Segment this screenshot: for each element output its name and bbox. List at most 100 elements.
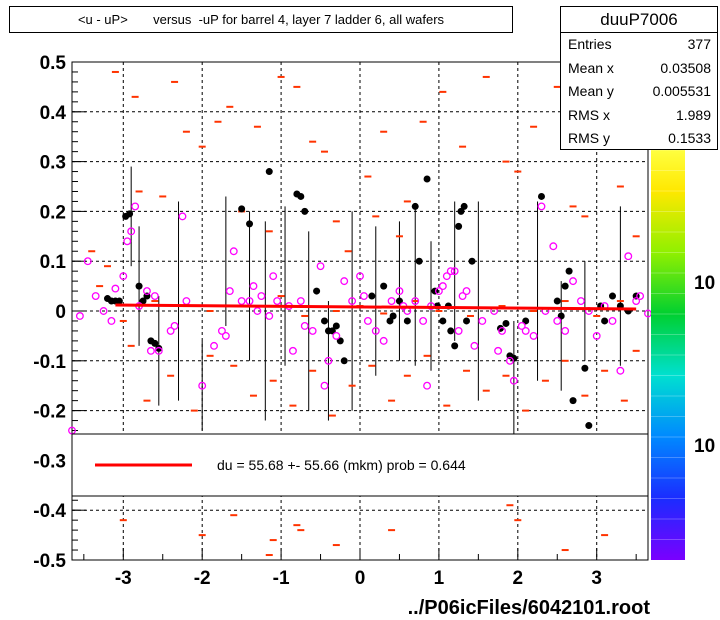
magenta-point: [75, 312, 84, 320]
y-tick-label: 0.4: [40, 103, 67, 124]
stats-row: RMS y 0.1533: [561, 127, 717, 151]
magenta-point: [569, 277, 577, 286]
black-point: [265, 168, 273, 176]
magenta-point: [419, 317, 428, 325]
y-tick-label: -0.2: [33, 402, 66, 423]
stats-row: RMS x 1.989: [561, 104, 717, 128]
black-point: [126, 210, 134, 218]
magenta-point: [225, 287, 234, 296]
stats-row: Mean y 0.005531: [561, 80, 717, 104]
magenta-point: [221, 331, 230, 340]
magenta-point: [119, 272, 128, 281]
black-point: [502, 319, 510, 327]
magenta-point: [131, 202, 140, 211]
y-tick-label: 0: [55, 302, 66, 323]
black-point: [135, 282, 143, 290]
black-point: [581, 364, 589, 372]
black-point: [460, 202, 468, 210]
magenta-point: [371, 326, 380, 335]
footer-filename: ../P06icFiles/6042101.root: [407, 597, 650, 619]
magenta-point: [340, 277, 349, 286]
y-tick-label: 0.2: [40, 202, 66, 223]
magenta-point: [434, 287, 443, 296]
stat-label: RMS x: [568, 106, 610, 123]
magenta-point: [178, 212, 187, 221]
magenta-point: [505, 356, 514, 365]
magenta-point: [288, 346, 297, 355]
magenta-point: [470, 341, 479, 350]
magenta-point: [99, 307, 108, 315]
stats-row: Mean x 0.03508: [561, 57, 717, 81]
black-point: [389, 312, 397, 320]
stats-box: duuP7006 Entries 377 Mean x 0.03508 Mean…: [560, 6, 718, 150]
magenta-point: [632, 297, 641, 305]
black-point: [246, 220, 254, 228]
magenta-point: [237, 297, 246, 305]
stat-value: 0.005531: [652, 83, 711, 99]
magenta-point: [257, 292, 266, 301]
black-point: [457, 207, 465, 215]
magenta-point: [494, 346, 503, 355]
magenta-point: [127, 227, 136, 236]
magenta-point: [300, 321, 309, 330]
black-point: [380, 282, 388, 290]
magenta-point: [143, 287, 151, 296]
black-point: [537, 192, 545, 200]
magenta-point: [359, 292, 368, 301]
magenta-point: [146, 346, 155, 355]
black-point: [320, 317, 328, 325]
magenta-point: [217, 326, 226, 335]
stat-value: 1.989: [675, 106, 711, 123]
black-point: [565, 267, 573, 275]
data-marks: [68, 70, 652, 557]
y-tick-label: -0.5: [33, 551, 66, 572]
x-tick-label: 2: [513, 568, 524, 589]
magenta-point: [529, 331, 538, 340]
black-point: [468, 257, 476, 265]
y-tick-label: -0.1: [33, 352, 66, 373]
black-point: [238, 205, 246, 213]
black-point: [455, 222, 463, 230]
magenta-point: [517, 321, 526, 330]
black-point: [403, 317, 411, 325]
magenta-point: [320, 381, 329, 390]
stat-value: 0.03508: [660, 59, 711, 76]
magenta-point: [245, 297, 254, 305]
black-point: [155, 344, 163, 352]
black-point: [608, 292, 616, 300]
magenta-point: [332, 331, 341, 340]
magenta-point: [123, 237, 132, 246]
magenta-point: [91, 292, 100, 301]
magenta-point: [316, 262, 325, 271]
y-tick-label: -0.4: [33, 501, 66, 522]
colorbar-bands: [651, 149, 685, 540]
magenta-point: [210, 341, 218, 350]
black-point: [340, 357, 348, 365]
black-point: [510, 354, 518, 362]
magenta-point: [356, 272, 364, 281]
magenta-point: [423, 381, 432, 390]
stat-value: 0.1533: [668, 130, 711, 146]
stat-label: Mean y: [568, 83, 614, 99]
x-tick-label: -2: [194, 568, 211, 589]
magenta-point: [450, 267, 459, 276]
black-point: [297, 192, 305, 200]
magenta-point: [624, 252, 633, 261]
magenta-point: [576, 297, 585, 305]
stats-row: Entries 377: [561, 33, 717, 57]
magenta-point: [478, 317, 487, 325]
black-point: [463, 317, 471, 325]
y-tick-label: -0.3: [33, 451, 66, 472]
stat-label: Entries: [568, 36, 612, 52]
magenta-point: [509, 376, 518, 385]
black-point: [332, 322, 340, 330]
magenta-point: [150, 292, 159, 301]
magenta-point: [111, 284, 120, 293]
x-tick-label: -1: [273, 568, 290, 589]
magenta-point: [498, 326, 506, 335]
black-point: [301, 207, 309, 215]
stats-title: duuP7006: [561, 7, 717, 33]
legend-text: du = 55.68 +- 55.66 (mkm) prob = 0.644: [217, 457, 466, 473]
x-tick-label: -3: [115, 568, 132, 589]
